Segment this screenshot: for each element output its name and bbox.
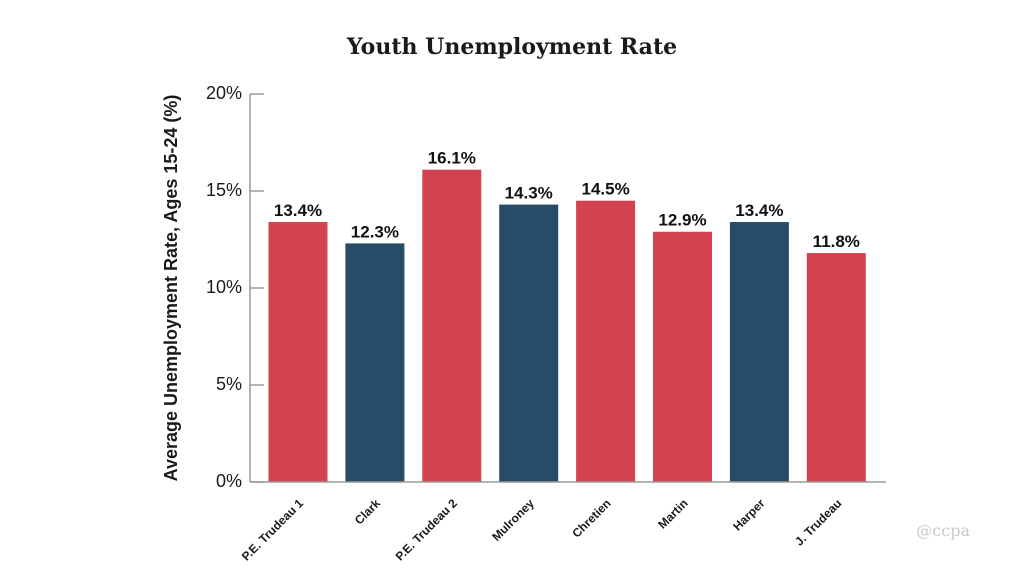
y-axis: 0% 5% 10% 15% 20% — [206, 83, 264, 491]
bar — [268, 222, 328, 483]
category-label: Martin — [655, 496, 690, 531]
bar — [729, 222, 789, 483]
bar — [806, 253, 866, 482]
category-label: P.E. Trudeau 2 — [393, 496, 461, 564]
category-label: J. Trudeau — [792, 496, 844, 548]
bar — [653, 231, 712, 482]
data-label: 13.4% — [274, 201, 322, 220]
chart-title: Youth Unemployment Rate — [346, 34, 677, 60]
category-label: Mulroney — [489, 496, 537, 544]
bar — [576, 200, 636, 482]
y-tick-label: 20% — [206, 83, 242, 103]
y-tick-label: 5% — [216, 374, 242, 394]
category-label: Clark — [352, 496, 383, 527]
category-label: Chretien — [569, 496, 613, 540]
data-label: 12.3% — [351, 222, 399, 241]
y-tick-label: 0% — [216, 471, 242, 491]
bar — [345, 243, 405, 482]
data-label: 11.8% — [813, 232, 860, 251]
y-axis-label: Average Unemployment Rate, Ages 15-24 (%… — [161, 95, 181, 482]
data-label: 12.9% — [658, 211, 706, 230]
y-tick-label: 10% — [206, 277, 242, 297]
bar — [422, 169, 482, 482]
data-label: 13.4% — [735, 201, 783, 220]
data-label: 16.1% — [428, 149, 476, 168]
x-axis: P.E. Trudeau 1 Clark P.E. Trudeau 2 Mulrone… — [239, 481, 886, 564]
watermark: @ccpa — [916, 521, 970, 540]
bar — [499, 204, 559, 482]
data-label: 14.3% — [505, 184, 553, 203]
category-label: Harper — [730, 496, 767, 533]
category-label: P.E. Trudeau 1 — [239, 496, 307, 564]
bars: 13.4% 12.3% 16.1% 14.3% 14.5% 12.9% 13.4% 11.8% — [268, 149, 866, 483]
data-label: 14.5% — [581, 180, 629, 199]
y-tick-label: 15% — [206, 180, 242, 200]
